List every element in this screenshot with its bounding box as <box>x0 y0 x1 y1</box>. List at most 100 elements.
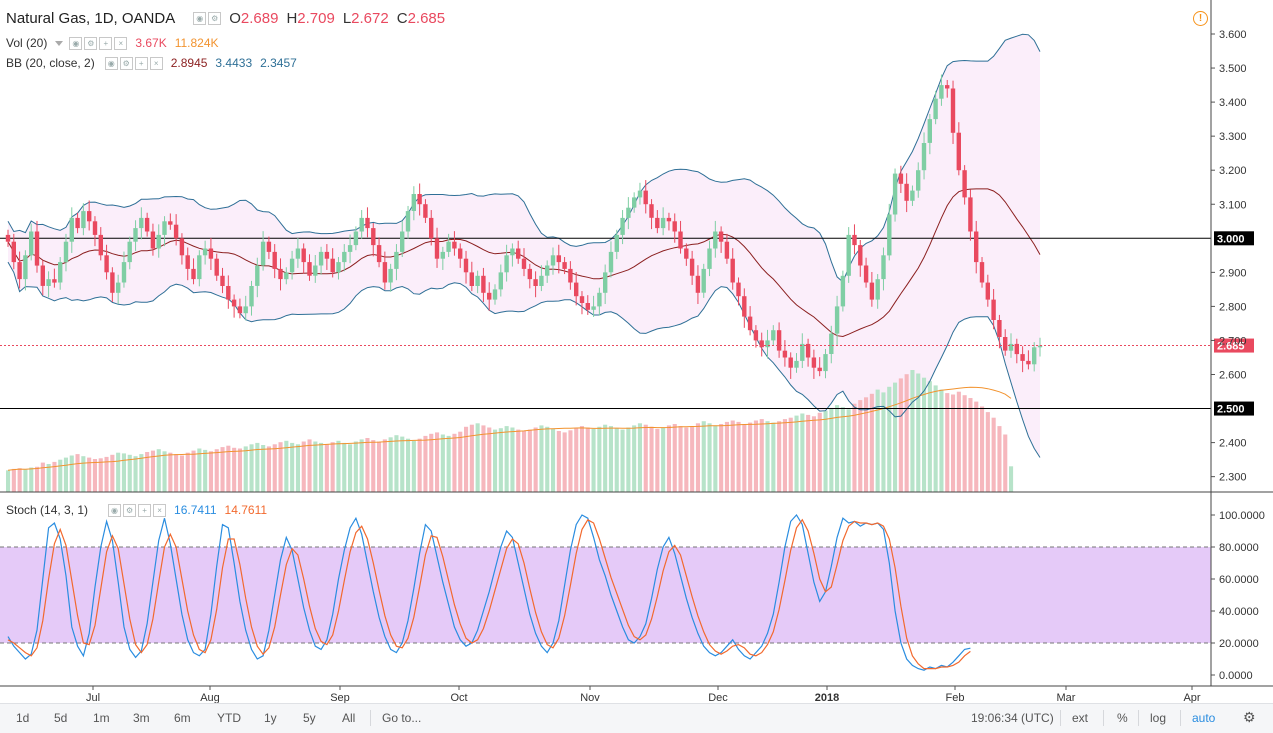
vol-legend-buttons[interactable]: ◉ ⚙ + × <box>69 36 129 50</box>
eye-icon[interactable]: ◉ <box>104 56 118 70</box>
eye-icon[interactable]: ◉ <box>193 12 207 25</box>
candle-body <box>434 238 440 259</box>
add-icon[interactable]: + <box>134 56 148 70</box>
range-ytd[interactable]: YTD <box>217 711 241 725</box>
close-icon[interactable]: × <box>153 503 167 517</box>
volume-bar <box>481 425 486 492</box>
candle-body <box>875 279 880 300</box>
range-1d[interactable]: 1d <box>16 711 30 725</box>
candle-body <box>574 282 579 297</box>
bb-basis-value: 2.8945 <box>170 56 208 70</box>
clock-time: 19:06:34 (UTC) <box>971 711 1054 725</box>
volume-bar <box>788 417 793 492</box>
bollinger-lower-line <box>7 261 1041 458</box>
candle-body <box>1026 360 1031 365</box>
x-axis-tick-label: Aug <box>200 692 220 703</box>
chart-canvas[interactable]: 3.000 2.500 2.685 3.600 3.500 3.400 3.300 3.200… <box>0 0 1273 703</box>
volume-bar <box>562 432 567 492</box>
range-6m[interactable]: 6m <box>174 711 191 725</box>
volume-bar <box>469 424 474 492</box>
candle-body <box>400 231 405 252</box>
candle-body <box>521 258 527 269</box>
gear-icon[interactable]: ⚙ <box>1243 709 1256 725</box>
candle-body <box>231 299 237 307</box>
volume-bar <box>829 407 834 492</box>
ohlc-key-l: L <box>342 10 352 27</box>
candle-body <box>689 258 695 276</box>
candle-body <box>284 272 289 280</box>
volume-bar <box>174 454 179 492</box>
alert-icon[interactable]: ! <box>1193 11 1208 26</box>
ohlc-value-o: 2.689 <box>240 10 279 27</box>
volume-bar <box>261 445 266 492</box>
settings-icon[interactable]: ⚙ <box>208 12 222 25</box>
candle-body <box>104 255 109 273</box>
add-icon[interactable]: + <box>99 36 113 50</box>
goto-button[interactable]: Go to... <box>382 711 422 725</box>
stoch-name: Stoch (14, 3, 1) <box>6 503 89 517</box>
volume-bar <box>730 420 735 492</box>
volume-bar <box>858 400 863 492</box>
candle-body <box>318 251 324 266</box>
volume-bar <box>695 423 700 492</box>
volume-bar <box>608 426 613 492</box>
y-axis-tick-label: 3.100 <box>1219 199 1247 211</box>
candle-body <box>58 262 63 283</box>
stoch-legend-buttons[interactable]: ◉ ⚙ + × <box>108 503 168 517</box>
volume-bar <box>678 426 683 492</box>
volume-bar <box>220 447 225 492</box>
candle-body <box>945 85 950 89</box>
chevron-down-icon[interactable] <box>55 40 64 46</box>
range-1m[interactable]: 1m <box>93 711 110 725</box>
volume-bar <box>574 428 579 492</box>
candle-body <box>69 217 74 242</box>
candle-body <box>916 170 921 191</box>
range-5y[interactable]: 5y <box>303 711 316 725</box>
volume-bar <box>46 464 51 492</box>
range-3m[interactable]: 3m <box>133 711 150 725</box>
range-5d[interactable]: 5d <box>54 711 68 725</box>
ohlc-value-c: 2.685 <box>407 10 446 27</box>
volume-bar <box>226 445 231 492</box>
candle-body <box>63 241 69 263</box>
volume-bar <box>255 442 260 492</box>
close-icon[interactable]: × <box>149 56 163 70</box>
candle-body <box>921 143 927 171</box>
volume-bar <box>603 424 608 492</box>
volume-bar <box>110 454 115 492</box>
ext-toggle[interactable]: ext <box>1072 711 1089 725</box>
candle-body <box>249 286 254 307</box>
candle-body <box>887 214 892 256</box>
level-price-text: 2.500 <box>1217 404 1245 416</box>
bb-legend-buttons[interactable]: ◉ ⚙ + × <box>104 56 165 70</box>
volume-bar <box>835 405 840 492</box>
settings-icon[interactable]: ⚙ <box>119 56 133 70</box>
volume-bar <box>748 422 753 492</box>
volume-bar <box>968 398 973 492</box>
volume-bar <box>637 423 642 492</box>
log-toggle[interactable]: log <box>1150 711 1167 725</box>
candle-body <box>823 354 828 372</box>
symbol-legend-buttons[interactable]: ◉ ⚙ <box>193 12 223 25</box>
auto-toggle[interactable]: auto <box>1192 711 1216 725</box>
candle-body <box>1032 347 1037 365</box>
eye-icon[interactable]: ◉ <box>69 36 83 50</box>
candle-body <box>817 367 822 372</box>
settings-icon[interactable]: ⚙ <box>84 36 98 50</box>
percent-toggle[interactable]: % <box>1117 711 1128 725</box>
volume-bar <box>464 426 469 492</box>
vol-value: 3.67K <box>135 36 167 50</box>
stochastic-band-fill <box>0 547 1211 643</box>
range-all[interactable]: All <box>342 711 356 725</box>
volume-bar <box>365 438 370 492</box>
close-icon[interactable]: × <box>114 36 128 50</box>
candle-body <box>81 211 86 229</box>
add-icon[interactable]: + <box>138 503 152 517</box>
volume-bar <box>394 435 399 492</box>
volume-bar <box>777 421 782 492</box>
eye-icon[interactable]: ◉ <box>108 503 122 517</box>
settings-icon[interactable]: ⚙ <box>123 503 137 517</box>
volume-bar <box>150 450 155 492</box>
range-1y[interactable]: 1y <box>264 711 277 725</box>
volume-bar <box>980 406 985 492</box>
